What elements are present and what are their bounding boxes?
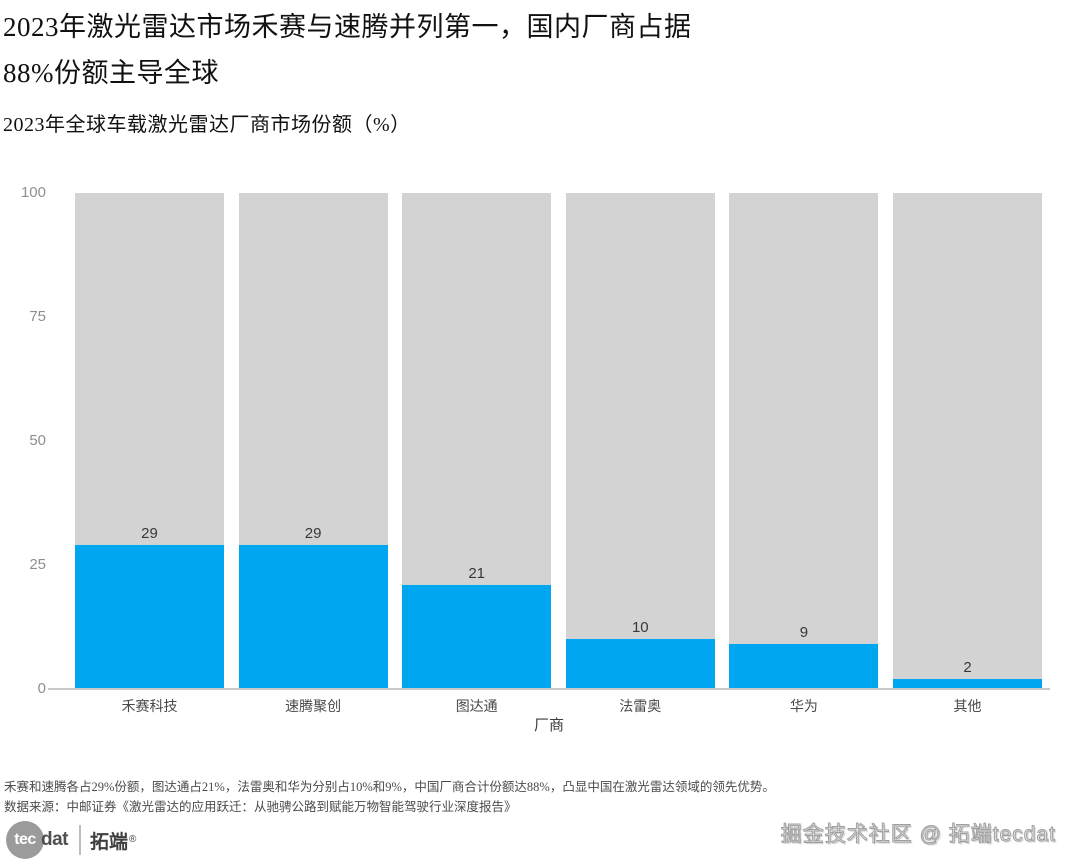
y-tick-label: 25	[29, 556, 46, 573]
bar-value-label: 29	[141, 525, 158, 543]
bar-value-fill	[402, 584, 552, 689]
logo-chinese-text: 拓端	[90, 831, 129, 853]
logo-divider	[79, 825, 81, 855]
bar-value-fill	[238, 545, 388, 689]
header: 2023年激光雷达市场禾赛与速腾并列第一，国内厂商占据 88%份额主导全球 20…	[3, 4, 1063, 138]
bar-value-label: 29	[304, 525, 322, 543]
bar-value-label: 9	[799, 624, 809, 642]
x-category-label: 法雷奥	[619, 700, 662, 715]
bar-column: 29 禾赛科技	[75, 193, 224, 715]
bar-column: 2 其他	[893, 193, 1042, 715]
bar-column: 10 法雷奥	[565, 193, 715, 715]
bar-column: 29 速腾聚创	[238, 193, 388, 715]
x-category-label: 图达通	[455, 700, 498, 715]
bar-value-label: 2	[963, 659, 972, 677]
registered-mark-icon: ®	[129, 834, 137, 845]
footnote-summary: 禾赛和速腾各占29%份额，图达通占21%，法雷奥和华为分别占10%和9%，中国厂…	[4, 780, 775, 794]
y-tick-label: 75	[29, 308, 46, 325]
x-axis-line	[48, 688, 1050, 690]
bar-value-label: 10	[631, 619, 649, 637]
page-title: 2023年激光雷达市场禾赛与速腾并列第一，国内厂商占据 88%份额主导全球	[3, 4, 1063, 96]
bar-value-fill	[565, 639, 715, 689]
x-axis-title: 厂商	[533, 718, 564, 734]
chart-subtitle: 2023年全球车载激光雷达厂商市场份额（%）	[3, 114, 411, 136]
x-category-label: 速腾聚创	[285, 700, 342, 715]
bar-value-fill	[729, 644, 879, 689]
page-title-line1: 2023年激光雷达市场禾赛与速腾并列第一，国内厂商占据	[3, 12, 692, 42]
tecdat-logo: tec dat 拓端 ®	[6, 820, 136, 860]
watermark: 掘金技术社区 @ 拓端tecdat	[780, 823, 1056, 847]
y-tick-label: 0	[37, 680, 46, 697]
logo-dat-text: dat	[41, 829, 69, 850]
x-category-label: 华为	[789, 700, 818, 715]
y-tick-label: 100	[20, 184, 46, 201]
data-source: 数据来源：中邮证券《激光雷达的应用跃迁：从驰骋公路到赋能万物智能驾驶行业深度报告…	[4, 800, 517, 814]
footnotes: 禾赛和速腾各占29%份额，图达通占21%，法雷奥和华为分别占10%和9%，中国厂…	[4, 777, 1054, 817]
logo-circle-icon: tec	[6, 821, 44, 859]
bar-column: 21 图达通	[402, 193, 552, 715]
bar-column: 9 华为	[729, 193, 879, 715]
y-tick-label: 50	[29, 432, 46, 449]
x-category-label: 其他	[953, 700, 982, 715]
bar-value-fill	[75, 545, 224, 689]
page-title-line2: 88%份额主导全球	[3, 58, 219, 88]
x-category-label: 禾赛科技	[121, 700, 178, 715]
bar-value-label: 21	[468, 564, 486, 582]
logo-tec-text: tec	[14, 831, 36, 848]
bar-value-fill	[893, 679, 1042, 689]
